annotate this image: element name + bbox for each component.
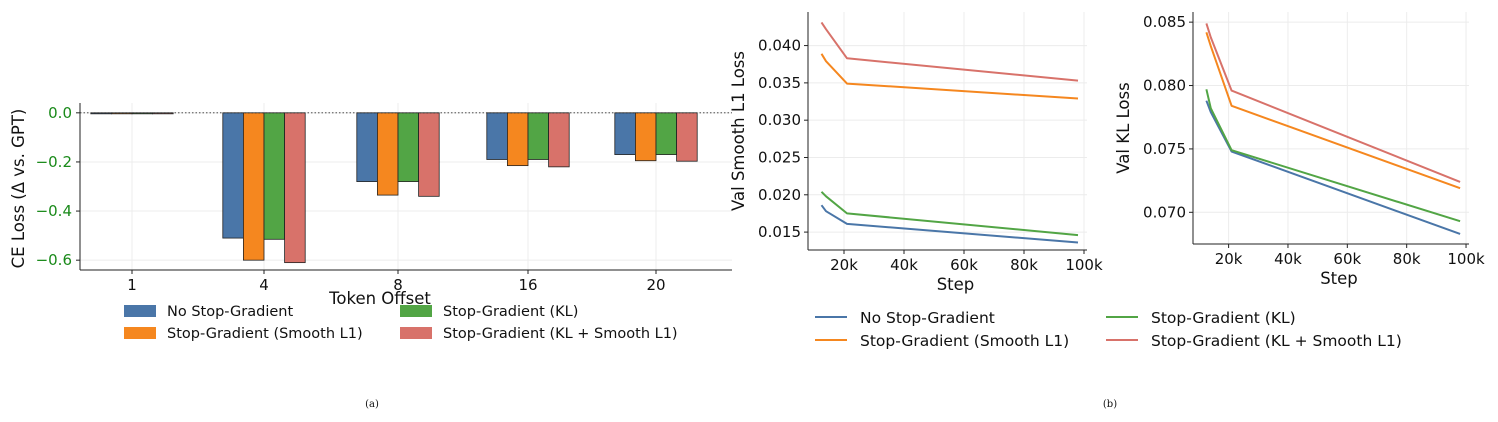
- y-tick-label: 0.015: [758, 223, 801, 241]
- series-line: [820, 53, 1079, 100]
- legend-label: Stop-Gradient (KL + Smooth L1): [443, 326, 678, 342]
- x-tick-label: 80k: [1393, 250, 1421, 268]
- y-tick-label: 0.080: [1143, 77, 1186, 95]
- x-tick-label: 40k: [1274, 250, 1302, 268]
- bar: [527, 112, 550, 160]
- bar: [506, 112, 529, 167]
- line-chart-smooth-l1: 0.015 0.020 0.025 0.030 0.035 0.040 20k 40k 60k 8…: [729, 12, 1103, 294]
- y-tick-label: 0.035: [758, 74, 801, 92]
- y-tick-label: 0.085: [1143, 13, 1186, 31]
- bar: [111, 112, 133, 115]
- legend-swatch: [400, 327, 432, 339]
- legend-label: Stop-Gradient (KL): [1151, 309, 1296, 327]
- series-line: [1205, 89, 1461, 223]
- y-tick-label: 0.040: [758, 37, 801, 55]
- bar: [655, 112, 678, 155]
- y-tick-label: 0.020: [758, 186, 801, 204]
- legend-panel-a: No Stop-Gradient Stop-Gradient (Smooth L1…: [124, 304, 678, 342]
- x-tick-label: 60k: [950, 256, 978, 274]
- legend-label: Stop-Gradient (Smooth L1): [860, 332, 1069, 350]
- x-tick-label: 100k: [1065, 256, 1103, 274]
- y-tick-label: 0.030: [758, 111, 801, 129]
- y-tick-label: 0.025: [758, 148, 801, 166]
- series-line: [1205, 31, 1461, 190]
- legend-label: Stop-Gradient (KL): [443, 304, 578, 320]
- legend-label: No Stop-Gradient: [167, 304, 293, 320]
- y-axis-label: Val KL Loss: [1114, 82, 1133, 173]
- x-tick-label: 4: [259, 276, 269, 294]
- bar: [356, 112, 378, 182]
- y-axis-label: CE Loss (Δ vs. GPT): [9, 109, 28, 269]
- line-chart-kl: 0.070 0.075 0.080 0.085 20k 40k 60k 80k 100k Step…: [1114, 12, 1485, 288]
- series-line: [820, 204, 1079, 244]
- bar: [676, 112, 698, 162]
- bar: [152, 112, 174, 115]
- legend-label: Stop-Gradient (Smooth L1): [167, 326, 363, 342]
- bar: [376, 112, 399, 196]
- x-tick-label: 20: [646, 276, 665, 294]
- bar: [635, 112, 657, 162]
- x-tick-label: 60k: [1333, 250, 1361, 268]
- x-axis-label: Token Offset: [328, 289, 431, 308]
- bar: [242, 112, 265, 261]
- legend-label: No Stop-Gradient: [860, 309, 995, 327]
- bar: [222, 112, 244, 239]
- x-axis-label: Step: [937, 275, 975, 294]
- y-tick-label: −0.6: [36, 251, 72, 269]
- x-tick-label: 100k: [1447, 250, 1485, 268]
- legend-swatch: [124, 305, 156, 317]
- caption-b: (b): [1103, 399, 1117, 410]
- series-line: [820, 191, 1079, 237]
- x-tick-label: 80k: [1010, 256, 1038, 274]
- legend-label: Stop-Gradient (KL + Smooth L1): [1151, 332, 1402, 350]
- x-tick-label: 1: [127, 276, 137, 294]
- legend-panel-b: No Stop-Gradient Stop-Gradient (Smooth L1…: [815, 309, 1402, 350]
- legend-swatch: [400, 305, 432, 317]
- bar: [548, 112, 570, 168]
- x-tick-label: 8: [393, 276, 403, 294]
- series-line: [1205, 23, 1461, 183]
- bar: [418, 112, 440, 197]
- bar: [486, 112, 508, 160]
- bar: [397, 112, 420, 182]
- bar: [263, 112, 286, 240]
- caption-a: (a): [365, 399, 379, 410]
- series-line: [820, 21, 1079, 82]
- series-line: [1205, 100, 1461, 235]
- legend-swatch: [124, 327, 156, 339]
- bar: [284, 112, 306, 264]
- x-tick-label: 20k: [830, 256, 858, 274]
- y-tick-label: 0.075: [1143, 140, 1186, 158]
- y-tick-label: 0.0: [48, 104, 72, 122]
- y-axis-label: Val Smooth L1 Loss: [729, 51, 748, 211]
- bar: [131, 112, 154, 115]
- y-tick-label: 0.070: [1143, 203, 1186, 221]
- y-tick-label: −0.2: [36, 153, 72, 171]
- x-tick-label: 40k: [890, 256, 918, 274]
- bar-chart-panel-a: 0.0 −0.2 −0.4 −0.6 1 4 8 16 20 Token Offset CE Los…: [9, 103, 732, 308]
- y-tick-label: −0.4: [36, 202, 72, 220]
- x-axis-label: Step: [1320, 269, 1358, 288]
- bar: [614, 112, 636, 155]
- x-tick-label: 16: [518, 276, 537, 294]
- x-tick-label: 20k: [1215, 250, 1243, 268]
